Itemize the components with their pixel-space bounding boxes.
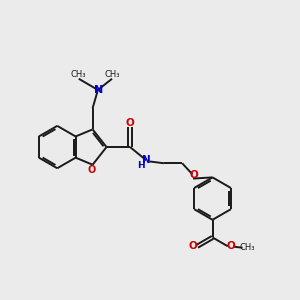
- Text: N: N: [94, 85, 103, 94]
- Text: O: O: [189, 241, 197, 251]
- Text: O: O: [190, 170, 198, 180]
- Text: CH₃: CH₃: [104, 70, 120, 80]
- Text: O: O: [88, 165, 96, 175]
- Text: O: O: [227, 241, 236, 251]
- Text: N: N: [142, 155, 151, 165]
- Text: O: O: [126, 118, 134, 128]
- Text: CH₃: CH₃: [71, 70, 86, 80]
- Text: H: H: [137, 161, 145, 170]
- Text: CH₃: CH₃: [240, 243, 255, 252]
